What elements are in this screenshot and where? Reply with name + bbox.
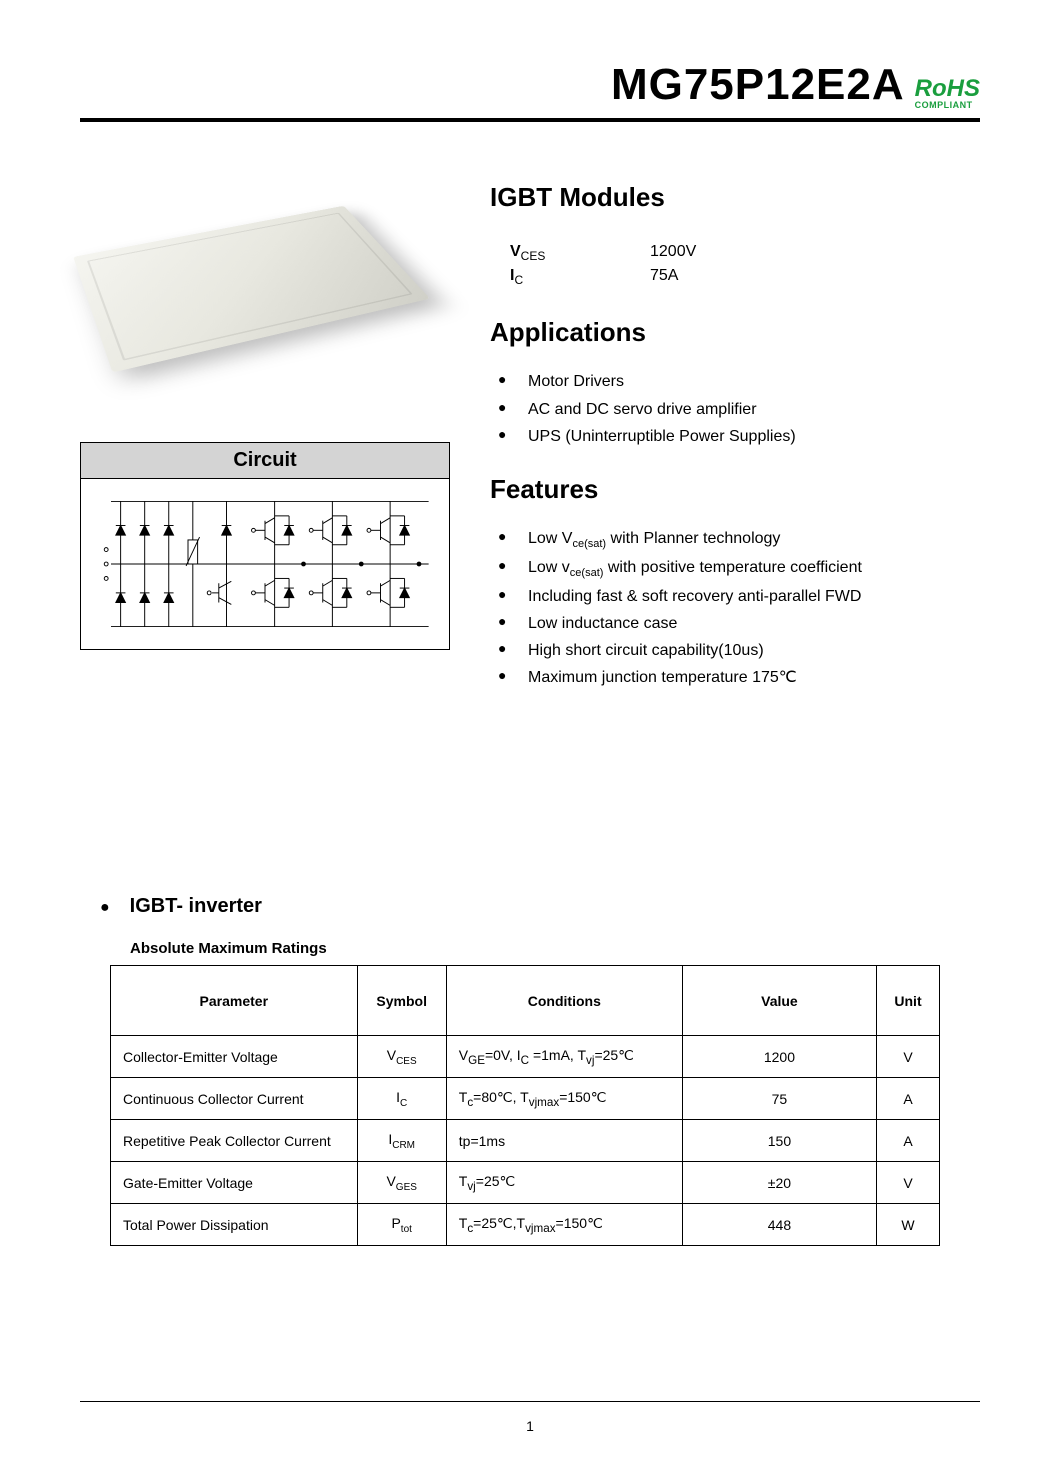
list-item: Low Vce(sat) with Planner technology (498, 525, 980, 554)
features-title: Features (490, 474, 980, 505)
cell-value: 150 (682, 1120, 876, 1162)
col-header: Value (682, 966, 876, 1036)
cell-conditions: VGE=0V, IC =1mA, Tvj=25℃ (446, 1036, 682, 1078)
table-caption: Absolute Maximum Ratings (130, 940, 980, 957)
table-row: Repetitive Peak Collector CurrentICRMtp=… (111, 1120, 940, 1162)
cell-value: 1200 (682, 1036, 876, 1078)
applications-title: Applications (490, 317, 980, 348)
ratings-table: Parameter Symbol Conditions Value Unit C… (110, 965, 940, 1246)
cell-unit: W (877, 1204, 940, 1246)
table-row: Gate-Emitter VoltageVGESTvj=25℃±20V (111, 1162, 940, 1204)
list-item: AC and DC servo drive amplifier (498, 396, 980, 423)
cell-unit: A (877, 1120, 940, 1162)
list-item: UPS (Uninterruptible Power Supplies) (498, 423, 980, 450)
features-list: Low Vce(sat) with Planner technology Low… (498, 525, 980, 692)
circuit-svg (89, 487, 441, 641)
product-title: IGBT Modules (490, 182, 980, 213)
list-item: Low vce(sat) with positive temperature c… (498, 554, 980, 583)
inverter-title: IGBT- inverter (100, 895, 980, 918)
circuit-title: Circuit (81, 443, 449, 479)
col-header: Conditions (446, 966, 682, 1036)
rohs-sub: COMPLIANT (915, 101, 973, 110)
cell-value: ±20 (682, 1162, 876, 1204)
cell-symbol: VGES (357, 1162, 446, 1204)
cell-param: Continuous Collector Current (111, 1078, 358, 1120)
cell-symbol: Ptot (357, 1204, 446, 1246)
col-header: Parameter (111, 966, 358, 1036)
list-item: Low inductance case (498, 610, 980, 637)
product-photo (73, 206, 430, 373)
cell-unit: V (877, 1162, 940, 1204)
col-header: Unit (877, 966, 940, 1036)
cell-conditions: Tvj=25℃ (446, 1162, 682, 1204)
spec-row: IC 75A (510, 267, 980, 287)
table-header-row: Parameter Symbol Conditions Value Unit (111, 966, 940, 1036)
cell-param: Total Power Dissipation (111, 1204, 358, 1246)
cell-unit: A (877, 1078, 940, 1120)
rohs-main: RoHS (915, 77, 980, 101)
part-number: MG75P12E2A (611, 60, 905, 110)
cell-value: 75 (682, 1078, 876, 1120)
cell-unit: V (877, 1036, 940, 1078)
page-number: 1 (526, 1418, 534, 1434)
cell-conditions: Tc=80℃, Tvjmax=150℃ (446, 1078, 682, 1120)
page-header: MG75P12E2A RoHS COMPLIANT (80, 60, 980, 122)
table-row: Collector-Emitter VoltageVCESVGE=0V, IC … (111, 1036, 940, 1078)
cell-conditions: Tc=25℃,Tvjmax=150℃ (446, 1204, 682, 1246)
cell-symbol: ICRM (357, 1120, 446, 1162)
cell-param: Gate-Emitter Voltage (111, 1162, 358, 1204)
cell-conditions: tp=1ms (446, 1120, 682, 1162)
cell-param: Repetitive Peak Collector Current (111, 1120, 358, 1162)
spec-row: VCES 1200V (510, 243, 980, 263)
cell-symbol: VCES (357, 1036, 446, 1078)
inverter-section: IGBT- inverter Absolute Maximum Ratings … (80, 895, 980, 1246)
applications-list: Motor Drivers AC and DC servo drive ampl… (498, 368, 980, 450)
list-item: Motor Drivers (498, 368, 980, 395)
table-row: Total Power DissipationPtotTc=25℃,Tvjmax… (111, 1204, 940, 1246)
product-specs: VCES 1200V IC 75A (510, 243, 980, 287)
circuit-diagram (81, 479, 449, 649)
list-item: Including fast & soft recovery anti-para… (498, 583, 980, 610)
col-header: Symbol (357, 966, 446, 1036)
list-item: Maximum junction temperature 175℃ (498, 664, 980, 691)
circuit-box: Circuit (80, 442, 450, 650)
table-row: Continuous Collector CurrentICTc=80℃, Tv… (111, 1078, 940, 1120)
cell-symbol: IC (357, 1078, 446, 1120)
cell-value: 448 (682, 1204, 876, 1246)
rohs-badge: RoHS COMPLIANT (915, 77, 980, 110)
list-item: High short circuit capability(10us) (498, 637, 980, 664)
page-footer: 1 (80, 1401, 980, 1434)
cell-param: Collector-Emitter Voltage (111, 1036, 358, 1078)
